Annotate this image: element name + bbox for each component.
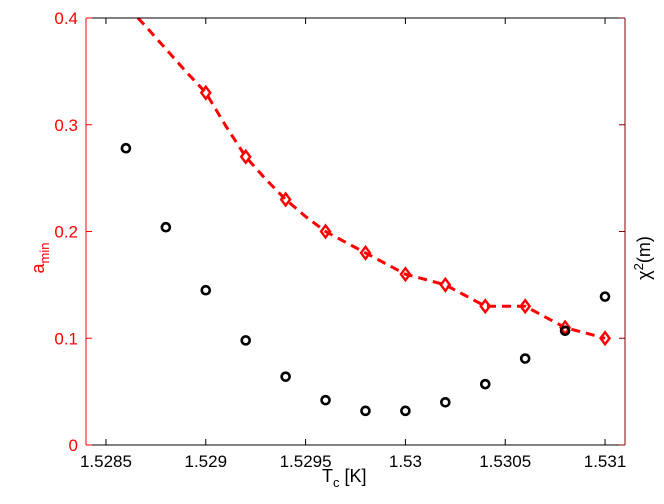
- a-min-point: [519, 298, 532, 315]
- a-min-fit-line: [136, 16, 606, 340]
- y2-axis-label: χ2(m): [631, 236, 654, 280]
- x-tick-label: 1.531: [584, 452, 627, 471]
- a-min-point: [279, 191, 292, 208]
- chi2-point: [559, 325, 571, 337]
- x-axis-label-sub: c: [333, 475, 340, 490]
- x-tick-label: 1.529: [185, 452, 228, 471]
- a-min-point: [399, 266, 412, 283]
- x-tick-label: 1.5295: [280, 452, 332, 471]
- y-axis-label-sub: min: [37, 243, 52, 264]
- y2-axis-label-base: χ: [634, 270, 654, 280]
- y-tick-label: 0.4: [54, 9, 78, 28]
- chi2-point: [360, 405, 371, 417]
- a-min-point: [359, 244, 372, 261]
- chi2-point: [320, 394, 331, 406]
- y-tick-label: 0.2: [54, 223, 78, 242]
- series-layer: [120, 16, 612, 417]
- chi2-point: [400, 405, 411, 417]
- chi2-point: [120, 142, 132, 154]
- chi2-point: [280, 371, 291, 382]
- a-min-point: [239, 148, 252, 165]
- a-min-point: [599, 330, 612, 347]
- chi2-point: [240, 335, 252, 346]
- chi2-point: [519, 353, 531, 364]
- x-tick-label: 1.53: [389, 452, 422, 471]
- a-min-point: [479, 298, 492, 315]
- y-tick-label: 0.3: [54, 116, 78, 135]
- y-tick-label: 0.1: [54, 329, 78, 348]
- y-axis-label: amin: [28, 243, 52, 274]
- y2-axis-label-sup: 2: [631, 263, 646, 270]
- x-axis-label-unit: [K]: [340, 466, 367, 486]
- y-tick-label: 0: [69, 436, 78, 455]
- chi2-point: [440, 396, 451, 408]
- x-tick-label: 1.5285: [80, 452, 132, 471]
- plot-area: [86, 18, 625, 445]
- x-axis-label: Tc [K]: [322, 466, 367, 490]
- y2-axis-label-tail: (m): [634, 236, 654, 263]
- chi2-point: [599, 291, 611, 302]
- x-axis-label-main: T: [322, 466, 333, 486]
- y-axis-label-main: a: [28, 262, 48, 273]
- chi2-point: [200, 284, 212, 296]
- x-tick-label: 1.5305: [479, 452, 531, 471]
- chi2-point: [479, 378, 491, 390]
- a-min-point: [199, 84, 212, 101]
- a-min-point: [439, 276, 452, 293]
- chi2-point: [160, 221, 172, 233]
- ticks-layer: 1.5285 1.529 1.5295 1.53 1.5305 1.531 0 0.1 0.2 0…: [54, 9, 626, 471]
- a-min-point: [319, 223, 332, 240]
